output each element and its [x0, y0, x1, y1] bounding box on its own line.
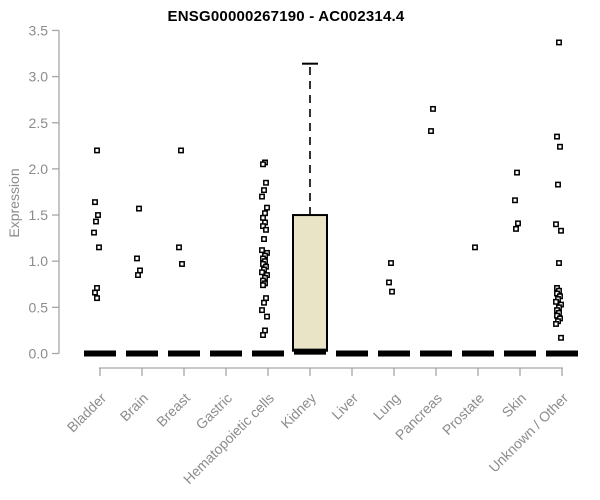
- y-tick-label: 1.0: [29, 253, 49, 269]
- x-axis-label: Bladder: [64, 390, 110, 436]
- data-point: [513, 225, 519, 232]
- data-point: [264, 204, 270, 211]
- x-axis-label: Brain: [117, 390, 151, 424]
- x-axis-label: Prostate: [439, 390, 487, 438]
- data-point: [553, 298, 559, 305]
- data-point: [553, 221, 559, 228]
- data-point: [260, 282, 266, 289]
- median-bar: [336, 350, 368, 357]
- data-point: [389, 288, 395, 295]
- data-point: [96, 244, 102, 251]
- data-point: [558, 227, 564, 234]
- data-point: [263, 295, 269, 302]
- data-point: [261, 299, 267, 306]
- data-point: [178, 147, 184, 154]
- median-bar: [84, 350, 116, 357]
- data-point: [472, 244, 478, 251]
- data-point: [134, 255, 140, 262]
- y-tick-label: 2.5: [29, 115, 49, 131]
- data-point: [135, 272, 141, 278]
- y-tick-label: 3.5: [29, 22, 49, 38]
- y-tick-label: 1.5: [29, 207, 49, 223]
- data-point: [260, 214, 266, 221]
- median-bar: [210, 350, 242, 357]
- data-point: [259, 269, 265, 276]
- median-bar: [252, 350, 284, 357]
- data-point: [514, 169, 520, 176]
- y-tick-label: 3.0: [29, 69, 49, 85]
- data-point: [515, 220, 521, 227]
- data-point: [94, 147, 100, 154]
- data-point: [136, 205, 142, 212]
- data-point: [261, 187, 267, 194]
- data-point: [430, 105, 436, 112]
- x-axis-label: Unknown / Other: [486, 390, 572, 476]
- data-point: [92, 199, 98, 206]
- data-point: [94, 285, 100, 291]
- x-axis-label: Skin: [499, 390, 530, 421]
- data-point: [556, 260, 562, 266]
- data-point: [554, 133, 560, 140]
- median-bar: [378, 350, 410, 357]
- y-tick-label: 0.0: [29, 346, 49, 362]
- data-point: [179, 261, 185, 267]
- data-point: [259, 193, 265, 200]
- median-bar: [126, 350, 158, 357]
- y-tick-label: 2.0: [29, 161, 49, 177]
- data-point: [263, 226, 269, 233]
- data-point: [386, 279, 392, 286]
- data-point: [553, 321, 559, 327]
- x-axis-label: Breast: [153, 390, 193, 430]
- data-point: [557, 143, 563, 150]
- data-point: [259, 247, 265, 254]
- data-point: [556, 39, 562, 46]
- data-point: [388, 260, 394, 266]
- data-point: [555, 181, 561, 188]
- median-bar: [294, 348, 326, 355]
- x-axis-label: Lung: [370, 390, 403, 423]
- data-point: [261, 236, 267, 242]
- data-point: [260, 332, 266, 338]
- data-point: [428, 128, 434, 135]
- data-point: [91, 229, 97, 236]
- x-axis-label: Liver: [328, 390, 361, 423]
- data-point: [262, 210, 268, 217]
- data-point: [95, 212, 101, 219]
- median-bar: [504, 350, 536, 357]
- x-axis-label: Kidney: [278, 390, 320, 432]
- median-bar: [168, 350, 200, 357]
- data-point: [260, 161, 266, 168]
- median-bar: [420, 350, 452, 357]
- median-bar: [546, 350, 578, 357]
- data-point: [262, 327, 268, 334]
- box: [292, 214, 328, 352]
- data-point: [92, 289, 98, 296]
- median-bar: [462, 350, 494, 357]
- y-tick-label: 0.5: [29, 299, 49, 315]
- data-point: [558, 334, 564, 341]
- data-point: [260, 223, 266, 230]
- data-point: [93, 218, 99, 225]
- data-point: [264, 313, 270, 320]
- chart-title: ENSG00000267190 - AC002314.4: [167, 8, 405, 25]
- x-axis-label: Pancreas: [392, 390, 445, 443]
- data-point: [176, 244, 182, 251]
- data-point: [94, 295, 100, 302]
- data-point: [137, 267, 143, 274]
- data-point: [263, 179, 269, 186]
- data-point: [512, 197, 518, 204]
- data-point: [259, 307, 265, 314]
